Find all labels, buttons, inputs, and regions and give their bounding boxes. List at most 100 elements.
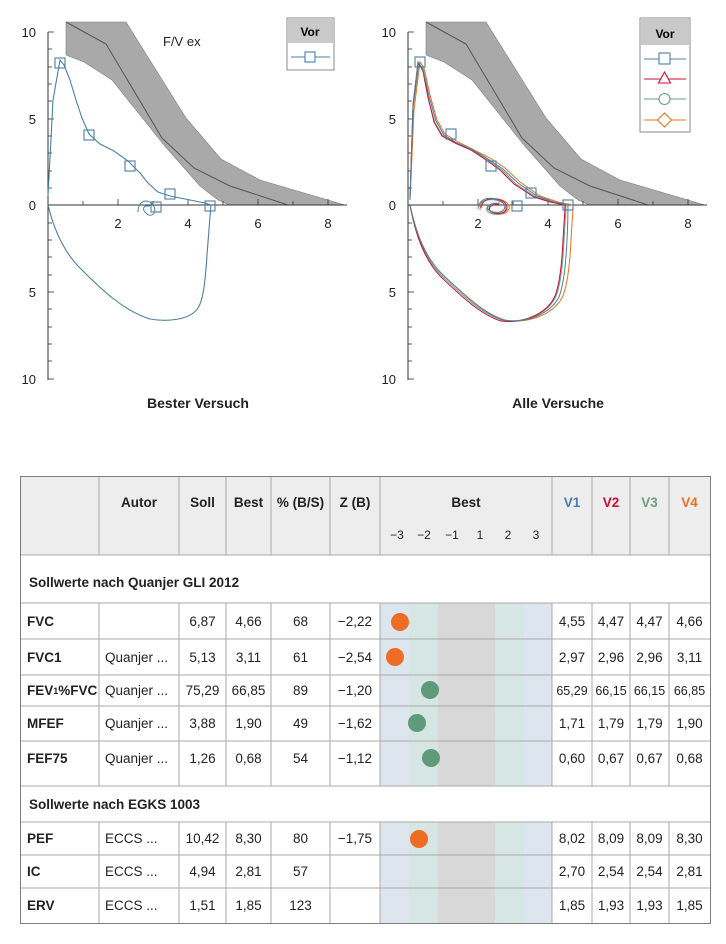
curve-markers-right: [414, 56, 574, 212]
z-band-rows: [380, 603, 552, 923]
col-header-autor: Autor: [121, 494, 157, 510]
row-v2: 1,79: [597, 716, 625, 731]
row-pct: 57: [292, 864, 309, 879]
col-header-best: Best: [233, 494, 264, 510]
row-best: 2,81: [235, 864, 262, 879]
x-tick-label: 6: [614, 216, 621, 231]
y-tick-label: 10: [22, 25, 36, 40]
col-header-pct: % (B/S): [276, 494, 325, 510]
x-tick-label: 6: [254, 216, 261, 231]
row-soll: 5,13: [189, 649, 216, 665]
z-tick-label: 3: [532, 528, 540, 542]
attempt-curves: [409, 60, 574, 323]
y-ticks-right: [408, 31, 689, 380]
row-v4: 4,66: [676, 613, 703, 629]
predicted-mean-right: [425, 21, 649, 206]
row-param: PEF: [27, 831, 54, 846]
z-tick-label: 1: [476, 528, 484, 542]
z-dot-pef: [410, 830, 428, 848]
row-z: [330, 888, 380, 923]
row-autor: ECCS ...: [105, 864, 158, 879]
col-header-v3: V3: [641, 494, 658, 510]
z-dot-fev1-fvc: [421, 681, 439, 699]
y-tick-label: 10: [22, 372, 36, 387]
row-v2: 8,09: [597, 831, 625, 846]
row-v2: 66,15: [595, 683, 627, 698]
row-best: 66,85: [231, 683, 266, 698]
row-autor: Quanjer ...: [105, 649, 169, 665]
row-z: −1,62: [337, 716, 373, 731]
x-tick-label: 8: [684, 216, 691, 231]
curve-markers-left: [54, 57, 216, 213]
legend-triangle-marker: [657, 70, 672, 84]
legend-header: Vor: [300, 25, 319, 39]
row-v4: 3,11: [676, 649, 703, 665]
row-autor: Quanjer ...: [105, 716, 169, 731]
row-param: IC: [27, 864, 41, 879]
row-soll: 4,94: [189, 864, 216, 879]
row-pct: 68: [292, 613, 309, 629]
row-z: −1,20: [337, 683, 373, 698]
predicted-band-right: [425, 21, 706, 206]
row-param: MFEF: [27, 716, 64, 731]
loop-v1: [478, 197, 506, 213]
row-param: FEV 1 %FVC: [21, 675, 99, 706]
row-autor: Quanjer ...: [105, 751, 169, 766]
legend-square-marker: [304, 51, 316, 63]
legend-circle-marker: [658, 92, 671, 106]
flow-curve-best: [47, 58, 212, 321]
row-v2: 2,96: [597, 649, 625, 665]
section-header-quanjer: Sollwerte nach Quanjer GLI 2012: [29, 574, 240, 590]
row-autor: ECCS ...: [105, 831, 158, 846]
row-v2: 1,93: [597, 898, 625, 913]
row-v1: 8,02: [558, 831, 586, 846]
curve-v3: [409, 62, 567, 322]
predicted-band-left: [65, 21, 346, 206]
row-soll: 1,26: [189, 751, 216, 766]
row-v3: 0,67: [636, 751, 663, 766]
z-dot-fvc1: [386, 648, 404, 666]
z-dot-mfef: [408, 714, 426, 732]
row-v1: 1,71: [558, 716, 586, 731]
row-best: 0,68: [235, 751, 262, 766]
row-v1: 2,70: [558, 864, 586, 879]
legend-right: Vor: [639, 17, 691, 133]
row-v3: 2,96: [636, 649, 663, 665]
chart-title-right: Alle Versuche: [512, 395, 604, 411]
y-tick-label: 5: [29, 285, 36, 300]
row-best: 3,11: [235, 649, 262, 665]
row-v2: 2,54: [597, 864, 625, 879]
row-v4: 1,85: [676, 898, 703, 913]
z-tick-label: −2: [417, 528, 431, 542]
row-soll: 3,88: [189, 716, 216, 731]
row-param: FVC1: [27, 649, 62, 665]
param-fev: FEV: [27, 683, 54, 698]
spirometry-table: Autor Soll Best % (B/S) Z (B) Best −3 −2…: [20, 476, 711, 924]
row-v3: 4,47: [636, 613, 663, 629]
y-tick-label: 5: [389, 285, 396, 300]
y-tick-label: 5: [29, 112, 36, 127]
y-tick-label: 5: [389, 112, 396, 127]
param-fvc: %FVC: [58, 683, 98, 698]
y-tick-label: 0: [389, 198, 396, 213]
row-pct: 54: [292, 751, 309, 766]
curve-v2: [409, 61, 566, 323]
row-v4: 2,81: [676, 864, 703, 879]
legend-diamond-marker: [656, 112, 673, 128]
row-best: 1,90: [235, 716, 262, 731]
row-soll: 6,87: [189, 613, 216, 629]
row-z: [330, 855, 380, 888]
z-score-band: [21, 477, 710, 923]
y-tick-label: 10: [382, 25, 396, 40]
row-v1: 2,97: [558, 649, 586, 665]
row-autor: Quanjer ...: [105, 683, 169, 698]
col-header-v4: V4: [681, 494, 698, 510]
row-v3: 66,15: [633, 683, 666, 698]
col-header-v1: V1: [563, 494, 581, 510]
row-pct: 123: [289, 898, 312, 913]
x-tick-label: 8: [324, 216, 331, 231]
row-v2: 4,47: [597, 613, 625, 629]
row-z: −1,75: [337, 831, 373, 846]
col-header-v2: V2: [602, 494, 620, 510]
row-z: −2,54: [337, 649, 373, 665]
